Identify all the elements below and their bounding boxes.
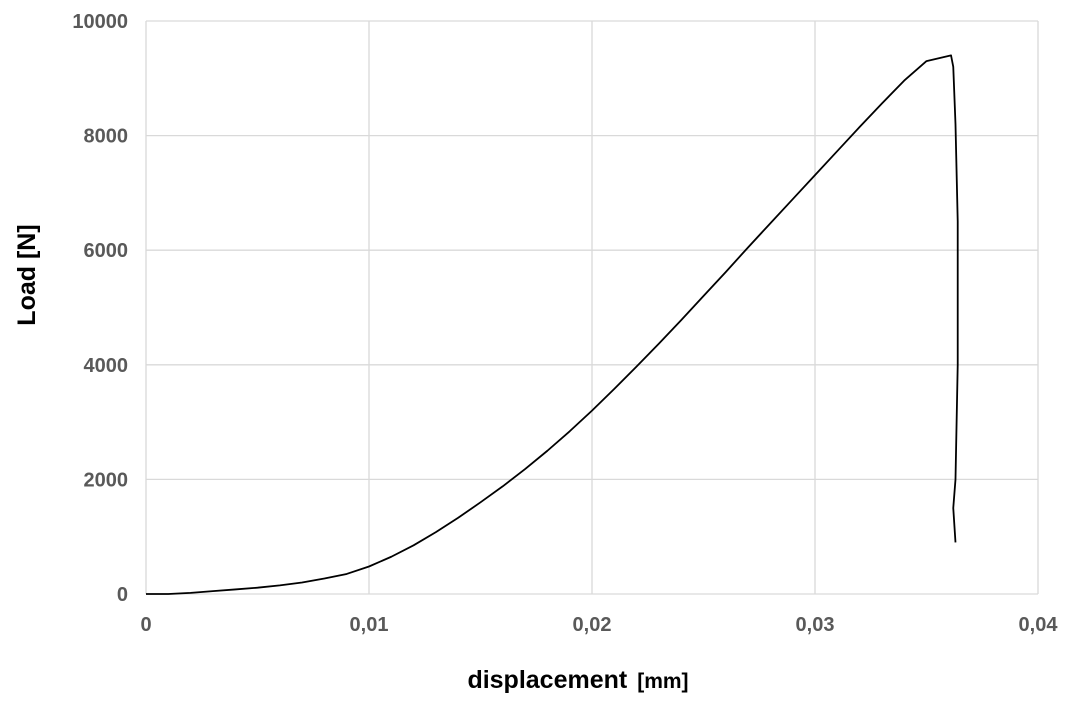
grid-layer [146, 20, 1039, 594]
y-tick-label: 0 [117, 584, 128, 606]
x-axis-title-main: displacement [467, 666, 627, 694]
y-tick-label: 6000 [84, 240, 129, 262]
x-tick-label: 0,04 [1019, 614, 1059, 636]
label-layer: Load [N] displacement [mm] [13, 224, 689, 694]
y-tick-label: 10000 [72, 11, 128, 33]
y-tick-label: 8000 [84, 126, 129, 148]
x-axis-title: displacement [mm] [467, 666, 688, 694]
y-tick-label: 2000 [84, 469, 129, 491]
x-tick-label: 0,02 [573, 614, 612, 636]
y-axis-title: Load [N] [13, 224, 41, 325]
series-layer [146, 54, 959, 595]
y-tick-label: 4000 [84, 355, 129, 377]
x-tick-label: 0 [140, 614, 151, 636]
x-axis-title-unit: [mm] [637, 670, 688, 693]
axis-layer: 0 2000 4000 6000 8000 10000 0 0,01 0,02 0,03 0,04 [72, 11, 1058, 636]
x-tick-label: 0,01 [350, 614, 389, 636]
load-displacement-curve [146, 54, 959, 595]
x-tick-label: 0,03 [796, 614, 835, 636]
